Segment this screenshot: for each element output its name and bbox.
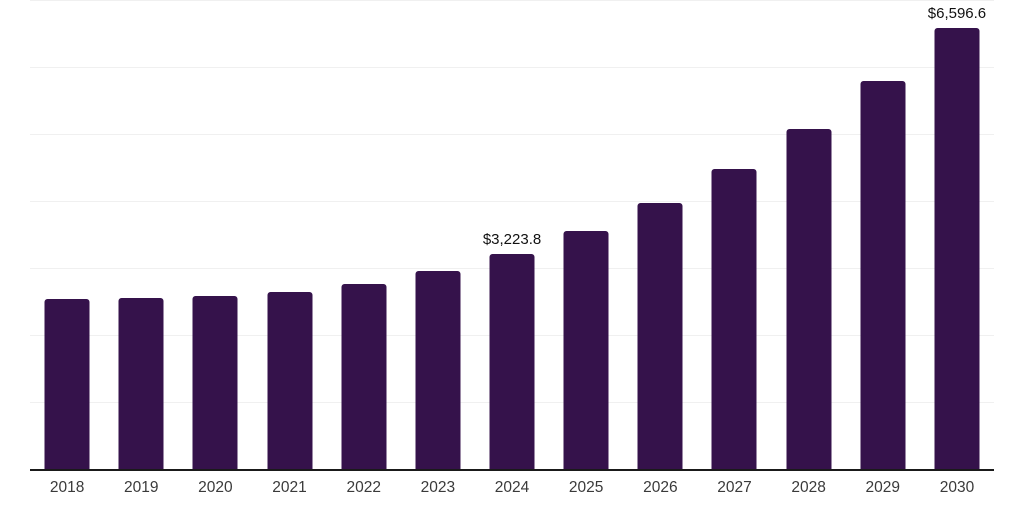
bar-slot-2029 [846,0,920,470]
bar-2025 [563,231,609,470]
bar-slot-2028 [772,0,846,470]
bar-2024 [489,254,535,470]
gridline-7000 [30,0,994,1]
x-tick-2025: 2025 [568,479,604,496]
bar-slot-2026 [623,0,697,470]
x-tick-2029: 2029 [865,479,901,496]
bar-slot-2020 [178,0,252,470]
bar-2022 [341,284,387,470]
x-tick-2018: 2018 [49,479,85,496]
bar-2026 [637,202,683,470]
bar-2030 [934,28,980,470]
x-tick-2019: 2019 [123,479,159,496]
x-axis-labels: 2018 2019 2020 2021 2022 2023 2024 2025 2026 2027… [30,471,994,505]
bar-slot-2019 [104,0,178,470]
x-tick-2020: 2020 [198,479,233,496]
data-label-2024: $3,223.8 [482,231,542,249]
gridline-6000 [30,67,994,68]
bar-slot-2018 [30,0,104,470]
bar-slot-2025 [549,0,623,470]
bar-2029 [860,81,906,470]
bar-2021 [267,292,313,470]
bar-slot-2021 [252,0,326,470]
bar-slot-2024: $3,223.8 [475,0,549,470]
bar-2023 [415,271,461,470]
bar-slot-2030: $6,596.6 [920,0,994,470]
bar-slot-2027 [697,0,771,470]
plot-area: $3,223.8 $6,596.6 [30,0,994,471]
x-axis-line [30,469,994,471]
gridline-5000 [30,134,994,135]
gridline-4000 [30,201,994,202]
x-tick-2026: 2026 [643,479,678,496]
bar-2019 [118,298,164,470]
bar-slot-2022 [327,0,401,470]
bar-2018 [44,299,90,470]
x-tick-2027: 2027 [717,479,752,496]
bar-2020 [192,296,238,470]
bar-2027 [711,169,757,470]
bar-series: $3,223.8 $6,596.6 [30,0,994,470]
x-tick-2028: 2028 [791,479,826,496]
data-label-2030: $6,596.6 [927,5,987,23]
x-tick-2024: 2024 [494,479,530,496]
x-tick-2022: 2022 [346,479,381,496]
bar-slot-2023 [401,0,475,470]
x-tick-2030: 2030 [939,479,975,496]
bar-2028 [786,128,832,470]
x-tick-2021: 2021 [272,479,307,496]
x-tick-2023: 2023 [420,479,456,496]
